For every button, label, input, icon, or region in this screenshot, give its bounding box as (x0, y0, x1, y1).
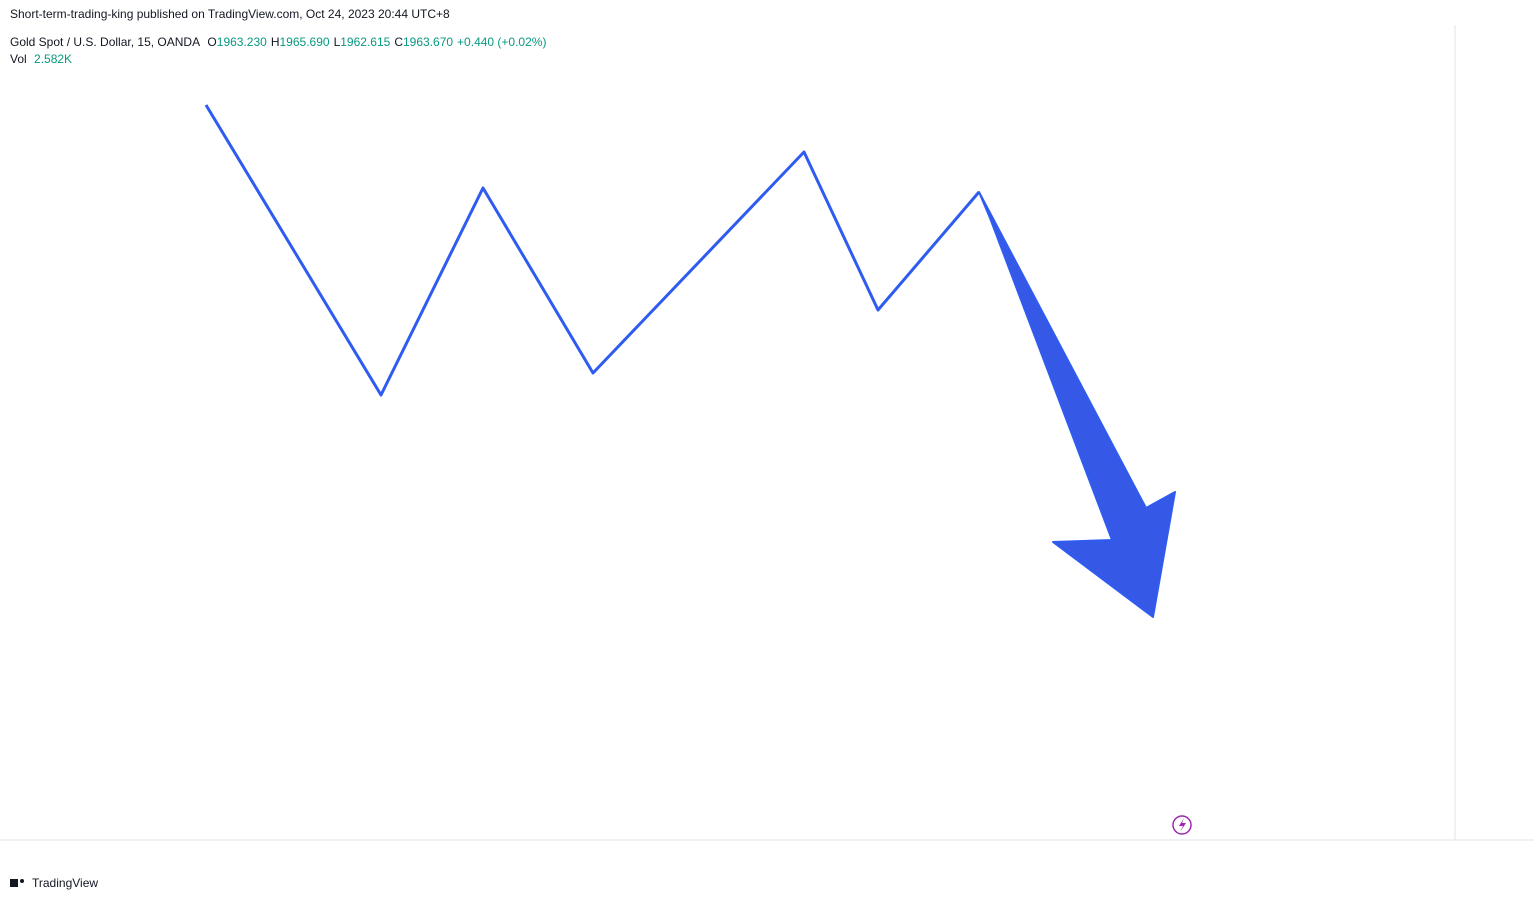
change: +0.440 (+0.02%) (457, 35, 547, 49)
alert-bolt (1179, 818, 1186, 832)
volume-legend: Vol 2.582K (10, 52, 76, 66)
ohlc-value: 1962.615 (340, 35, 391, 49)
logo-dot (20, 879, 24, 883)
legend: Gold Spot / U.S. Dollar, 15, OANDA O1963… (10, 35, 550, 49)
footer-logo: TradingView (10, 876, 98, 890)
drawings (204, 104, 1176, 618)
ohlc-label: C (394, 35, 403, 49)
volume-label: Vol (10, 52, 27, 66)
zigzag (204, 104, 981, 397)
ohlc-label: L (333, 35, 341, 49)
ohlc-value: 1963.670 (402, 35, 454, 49)
ohlc-label: O (207, 35, 217, 49)
ohlc-item: C1963.670 (394, 35, 453, 49)
publisher: Short-term-trading-king published on Tra… (10, 7, 450, 21)
volume-value: 2.582K (34, 52, 73, 66)
footer-text: TradingView (32, 876, 98, 890)
logo-mark (10, 879, 18, 887)
ohlc-item: L1962.615 (334, 35, 391, 49)
ohlc-item: O1963.230 (207, 35, 266, 49)
ohlc-value: 1965.690 (279, 35, 330, 49)
ohlc-item: H1965.690 (271, 35, 330, 49)
ohlc-value: 1963.230 (216, 35, 267, 49)
down-arrow (978, 191, 1176, 618)
ohlc-label: H (270, 35, 280, 49)
symbol-title: Gold Spot / U.S. Dollar, 15, OANDA (10, 35, 201, 49)
